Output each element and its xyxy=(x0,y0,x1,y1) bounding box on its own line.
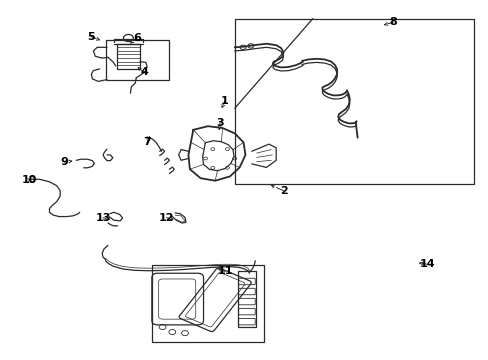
Text: 10: 10 xyxy=(21,175,37,185)
Bar xyxy=(234,19,473,184)
Text: 6: 6 xyxy=(133,33,141,42)
Text: 8: 8 xyxy=(388,17,396,27)
Text: 7: 7 xyxy=(143,138,150,147)
Text: 11: 11 xyxy=(217,266,232,276)
Text: 14: 14 xyxy=(419,259,434,269)
Bar xyxy=(105,40,168,80)
Text: 1: 1 xyxy=(221,96,228,106)
Text: 5: 5 xyxy=(87,32,95,41)
Text: 12: 12 xyxy=(159,213,174,222)
Text: 3: 3 xyxy=(216,118,224,128)
Text: 4: 4 xyxy=(141,67,148,77)
Text: 2: 2 xyxy=(279,186,287,196)
Bar xyxy=(152,265,264,342)
Text: 13: 13 xyxy=(95,213,111,222)
Text: 9: 9 xyxy=(60,157,68,167)
Bar xyxy=(237,271,256,327)
